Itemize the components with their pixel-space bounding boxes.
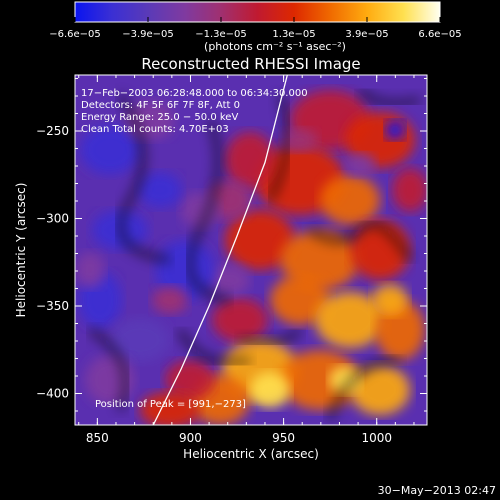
annotation-time-range: 17−Feb−2003 06:28:48.000 to 06:34:30.000 bbox=[81, 88, 308, 99]
emission-blob bbox=[212, 298, 268, 342]
x-axis-label: Heliocentric X (arcsec) bbox=[183, 447, 319, 461]
colorbar-unit-label: (photons cm⁻² s⁻¹ asec⁻²) bbox=[204, 40, 346, 53]
emission-blob bbox=[210, 264, 250, 296]
emission-blob bbox=[320, 175, 380, 225]
contour-ridge bbox=[326, 356, 401, 422]
contour-ridge bbox=[357, 87, 421, 107]
x-tick-label: 1000 bbox=[361, 431, 392, 445]
annotation-detectors: Detectors: 4F 5F 6F 7F 8F, Att 0 bbox=[81, 100, 240, 111]
contour-ridge bbox=[266, 93, 292, 202]
emission-blob bbox=[250, 372, 290, 408]
colorbar-tick-label: −1.3e−05 bbox=[195, 29, 247, 40]
emission-blob bbox=[270, 275, 330, 325]
colorbar-tick-label: −6.6e−05 bbox=[49, 29, 101, 40]
emission-blob bbox=[80, 125, 140, 175]
contour-ridge bbox=[117, 92, 171, 264]
emission-blob bbox=[110, 318, 170, 362]
image-area bbox=[75, 75, 427, 425]
emission-blob bbox=[315, 292, 385, 348]
contour-ridge bbox=[176, 328, 251, 366]
y-tick-label: −400 bbox=[36, 387, 69, 401]
contour-ridge bbox=[88, 326, 130, 412]
y-tick-label: −300 bbox=[36, 212, 69, 226]
x-tick-label: 850 bbox=[86, 431, 109, 445]
y-axis-label: Heliocentric Y (arcsec) bbox=[14, 183, 28, 318]
annotation-clean-counts: Clean Total counts: 4.70E+03 bbox=[81, 124, 229, 135]
colorbar-tick-label: 3.9e−05 bbox=[345, 29, 388, 40]
emission-blobs bbox=[75, 87, 427, 425]
plot-frame bbox=[74, 74, 428, 426]
y-tick-label: −250 bbox=[36, 124, 69, 138]
solar-limb-curve bbox=[152, 75, 288, 425]
y-axis-ticks: −250 −300 −350 −400 bbox=[36, 78, 427, 412]
emission-blob bbox=[329, 366, 361, 394]
colorbar bbox=[74, 1, 441, 23]
emission-blob bbox=[392, 168, 427, 212]
contour-ridge bbox=[239, 327, 303, 347]
x-axis-ticks: 850 900 950 1000 bbox=[78, 75, 415, 445]
emission-blob bbox=[138, 172, 182, 208]
emission-blob bbox=[225, 132, 275, 188]
emission-blob bbox=[140, 392, 200, 425]
y-tick-label: −350 bbox=[36, 299, 69, 313]
annotation-peak-position: Position of Peak = [991,−273] bbox=[95, 399, 246, 410]
emission-blob bbox=[152, 286, 188, 314]
colorbar-tick-label: −3.9e−05 bbox=[122, 29, 174, 40]
colorbar-tick-label: 1.3e−05 bbox=[272, 29, 315, 40]
emission-blob bbox=[385, 120, 405, 140]
emission-blob bbox=[165, 360, 215, 400]
x-tick-label: 900 bbox=[179, 431, 202, 445]
emission-blob bbox=[75, 252, 105, 288]
emission-blob bbox=[350, 365, 410, 415]
contour-ridge bbox=[308, 220, 414, 262]
emission-blob bbox=[372, 284, 408, 316]
emission-blob bbox=[225, 210, 295, 270]
chart-title: Reconstructed RHESSI Image bbox=[141, 55, 360, 73]
colorbar-tick-label: 6.6e−05 bbox=[418, 29, 461, 40]
contour-ridge bbox=[186, 118, 231, 304]
annotation-energy-range: Energy Range: 25.0 − 50.0 keV bbox=[81, 112, 238, 123]
emission-blob bbox=[344, 153, 376, 177]
footer-timestamp: 30−May−2013 02:47 bbox=[378, 484, 496, 497]
x-tick-label: 950 bbox=[272, 431, 295, 445]
colorbar-ticks: −6.6e−05 −3.9e−05 −1.3e−05 1.3e−05 3.9e−05 6.… bbox=[49, 17, 462, 40]
